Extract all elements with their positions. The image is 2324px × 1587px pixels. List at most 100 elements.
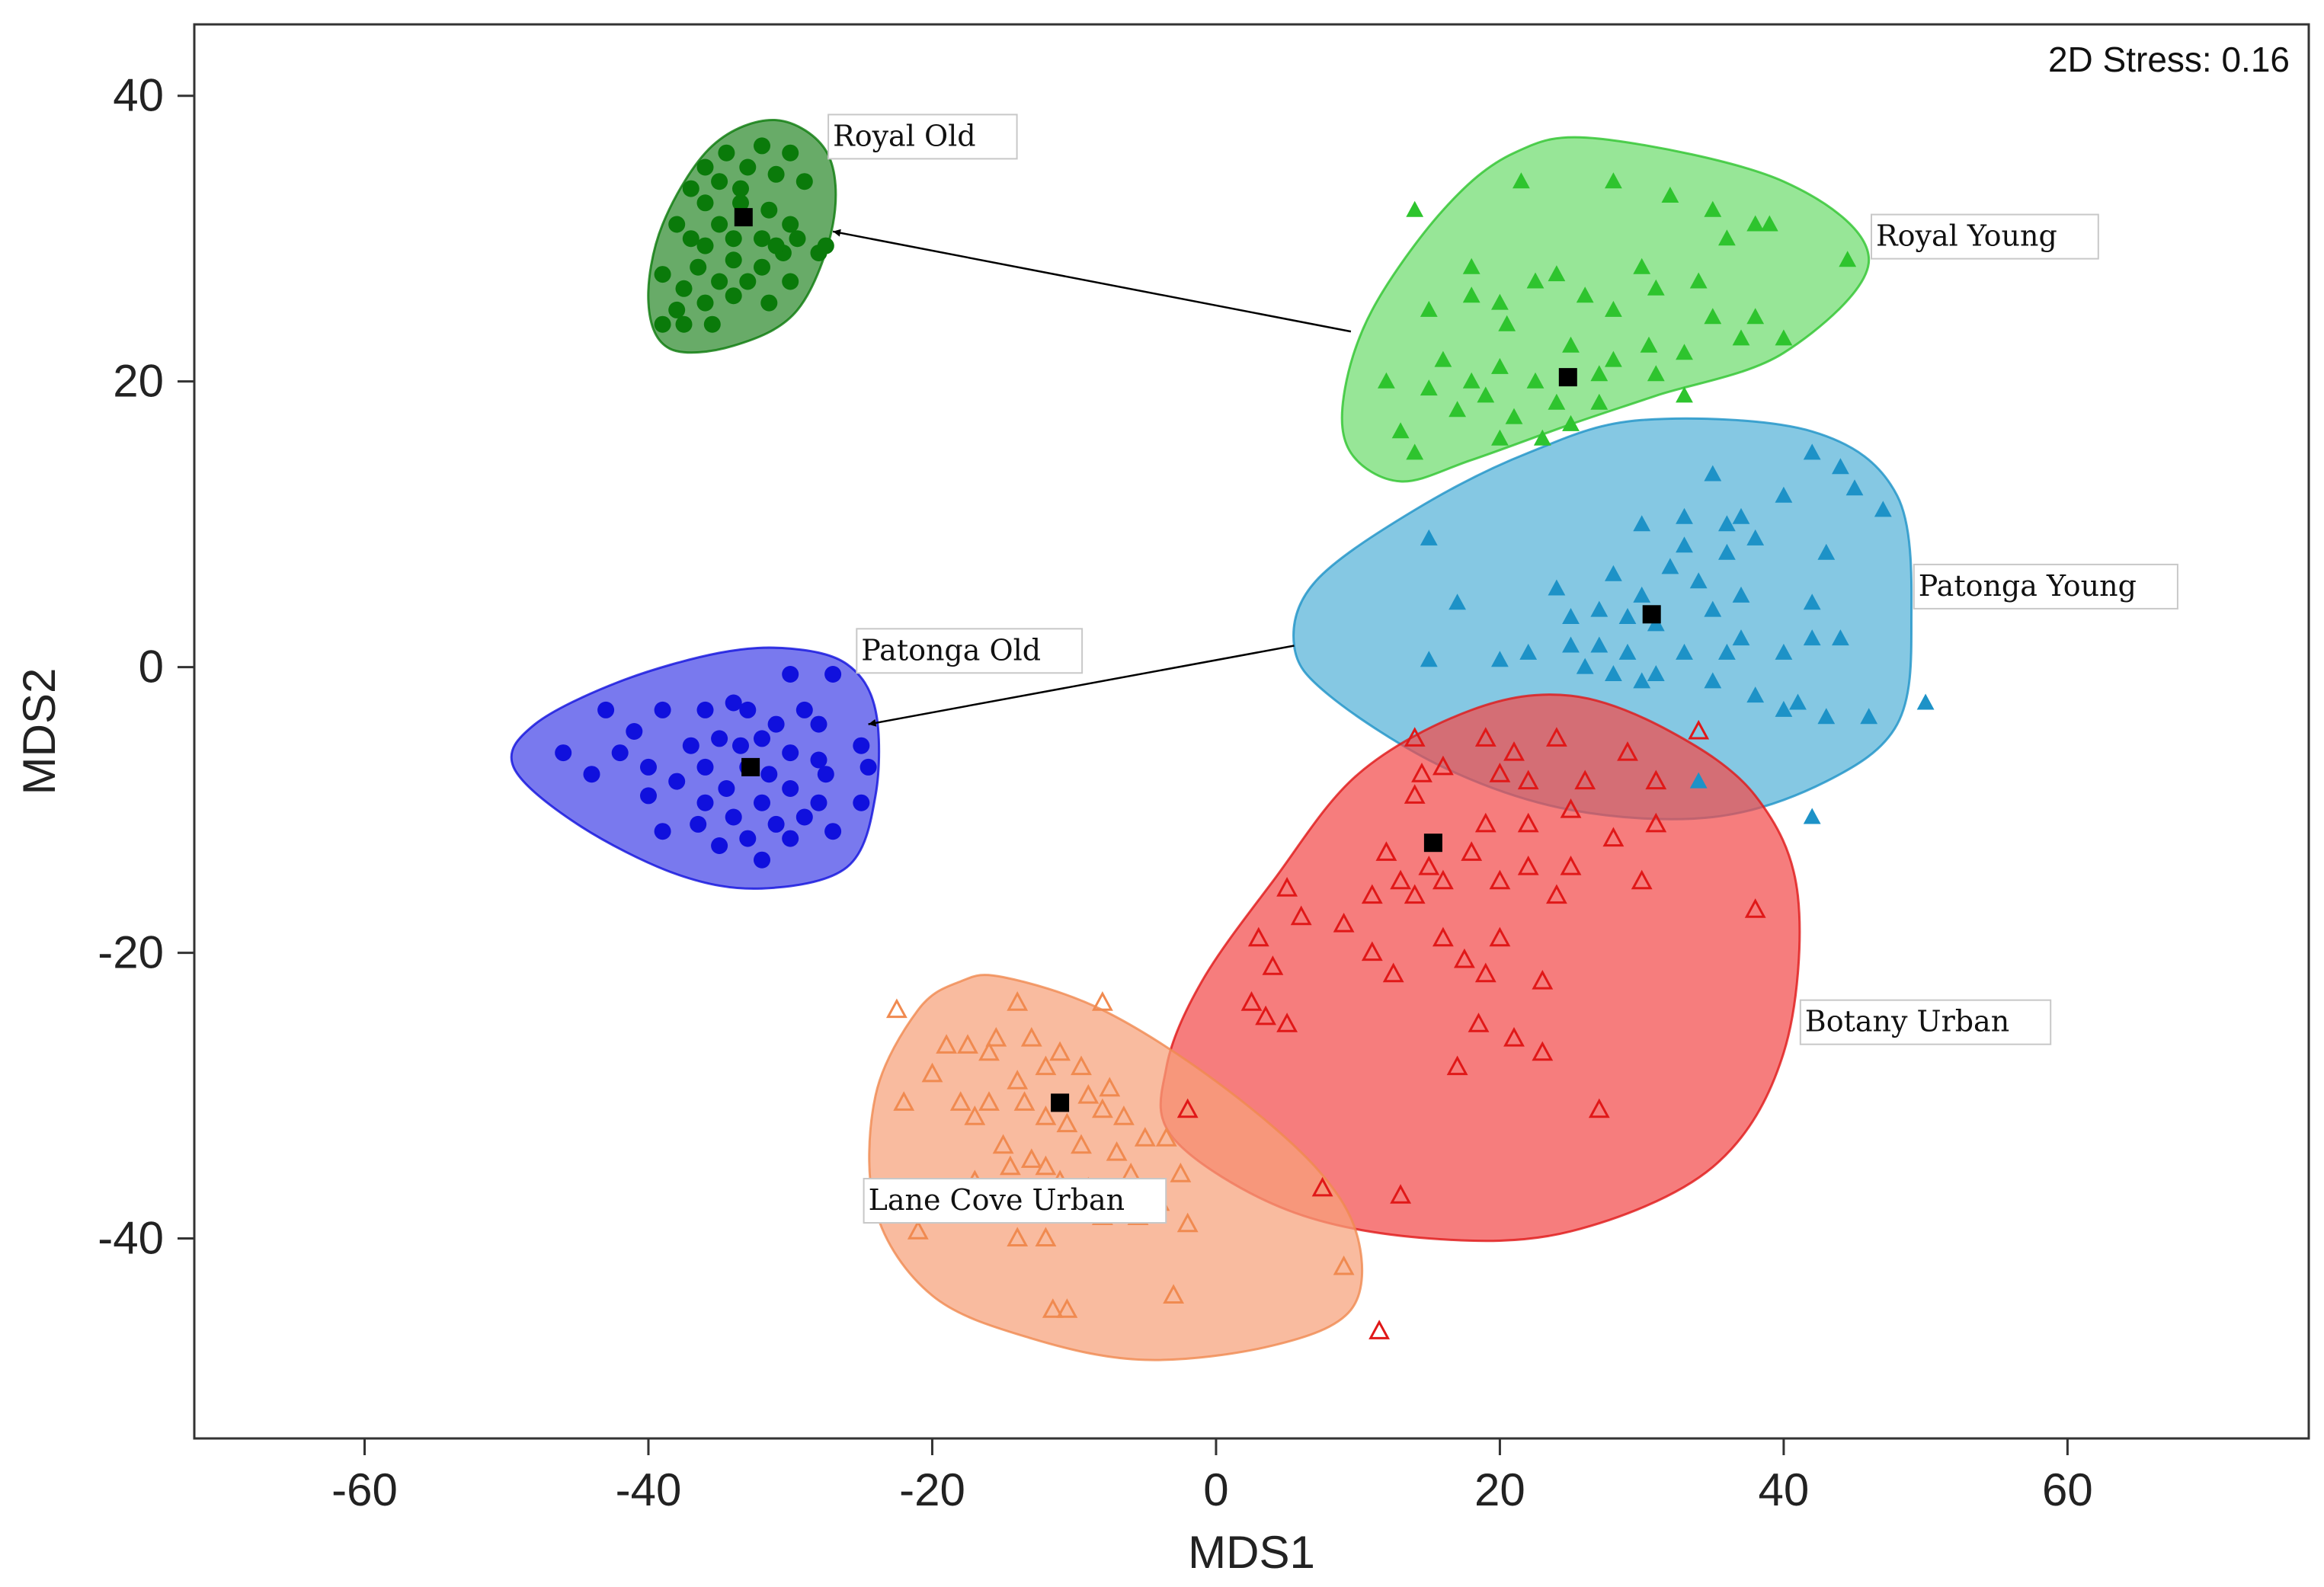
point-lane-cove-urban-10 [1071, 1055, 1092, 1076]
point-royal-old-12 [668, 216, 686, 233]
point-patonga-old-3 [739, 701, 757, 718]
point-lane-cove-urban-16 [978, 1091, 1000, 1111]
point-lane-cove-urban-47 [1042, 1298, 1064, 1318]
point-patonga-young-46 [1817, 708, 1836, 725]
point-botany-urban-36 [1489, 926, 1511, 947]
point-patonga-young-37 [1775, 643, 1793, 660]
point-royal-old-22 [690, 258, 707, 276]
point-royal-old-5 [767, 165, 785, 183]
point-royal-old-25 [739, 273, 757, 290]
x-tick-label-5: 40 [1759, 1464, 1810, 1515]
point-lane-cove-urban-15 [949, 1091, 972, 1111]
point-royal-old-3 [696, 158, 714, 176]
point-patonga-young-17 [1689, 572, 1708, 589]
point-patonga-young-41 [1647, 665, 1665, 681]
data-points [555, 137, 1935, 1339]
point-lane-cove-urban-36 [1170, 1163, 1192, 1182]
point-royal-young-29 [1491, 357, 1509, 374]
point-patonga-young-7 [1718, 515, 1736, 532]
point-lane-cove-urban-26 [992, 1134, 1014, 1154]
point-botany-urban-43 [1240, 991, 1263, 1011]
point-patonga-young-1 [1832, 458, 1849, 475]
point-botany-urban-45 [1468, 1013, 1490, 1032]
point-patonga-young-36 [1718, 643, 1736, 660]
x-tick-label-2: -20 [899, 1464, 965, 1515]
point-patonga-young-44 [1746, 686, 1765, 703]
point-patonga-old-11 [754, 730, 770, 747]
point-botany-urban-47 [1255, 1005, 1277, 1025]
point-royal-old-24 [654, 266, 671, 283]
hull-lane-cove-urban [868, 974, 1364, 1361]
label-box-patonga-old [856, 628, 1084, 674]
point-royal-young-8 [1462, 258, 1481, 274]
point-royal-old-11 [760, 201, 778, 219]
x-axis-label: MDS1 [1188, 1527, 1315, 1578]
point-patonga-old-36 [795, 808, 813, 826]
point-patonga-young-30 [1832, 629, 1849, 646]
point-patonga-young-47 [1860, 708, 1878, 725]
label-text-botany-urban: Botany Urban [1805, 1005, 2009, 1038]
point-patonga-young-45 [1789, 693, 1807, 710]
label-box-royal-old [827, 114, 1018, 160]
point-royal-old-1 [718, 144, 735, 162]
arrow-royal-young-to-royal-old [832, 229, 1352, 333]
point-patonga-old-33 [853, 794, 870, 811]
point-botany-urban-18 [1375, 841, 1397, 861]
point-royal-young-23 [1732, 329, 1750, 346]
centroid-lane-cove-urban [1051, 1093, 1070, 1112]
point-botany-urban-19 [1461, 841, 1483, 861]
point-lane-cove-urban-19 [1091, 1098, 1113, 1118]
point-patonga-old-10 [626, 723, 643, 740]
point-royal-old-36 [789, 230, 806, 248]
point-patonga-young-8 [1732, 507, 1750, 524]
point-royal-old-29 [725, 287, 742, 305]
point-royal-old-7 [682, 180, 699, 197]
point-patonga-young-40 [1576, 658, 1594, 674]
y-axis: -40 -20 0 20 40 [98, 70, 194, 1264]
point-patonga-old-15 [853, 737, 870, 754]
point-patonga-young-39 [1491, 651, 1509, 667]
hull-royal-young [1340, 136, 1871, 483]
point-patonga-young-33 [1519, 643, 1538, 660]
point-royal-young-21 [1746, 308, 1765, 325]
point-lane-cove-urban-25 [1155, 1127, 1177, 1147]
label-box-patonga-young [1913, 563, 2178, 610]
point-patonga-old-29 [782, 780, 799, 797]
point-royal-young-38 [1548, 393, 1566, 410]
point-botany-urban-35 [1432, 926, 1454, 947]
point-botany-urban-10 [1574, 770, 1596, 790]
point-royal-young-37 [1477, 386, 1495, 403]
hull-botany-urban [1159, 693, 1801, 1243]
point-royal-young-13 [1576, 286, 1594, 303]
point-botany-urban-40 [1382, 962, 1404, 983]
point-patonga-old-18 [782, 744, 799, 762]
point-patonga-young-16 [1605, 565, 1622, 581]
point-lane-cove-urban-3 [985, 1026, 1007, 1047]
point-patonga-old-39 [654, 823, 671, 840]
point-lane-cove-urban-28 [1071, 1134, 1092, 1154]
point-patonga-old-34 [640, 787, 657, 805]
point-patonga-old-8 [810, 715, 827, 733]
point-botany-urban-20 [1418, 855, 1440, 875]
point-botany-urban-34 [1247, 926, 1269, 947]
point-patonga-old-5 [654, 701, 671, 718]
point-lane-cove-urban-2 [1091, 991, 1113, 1011]
point-lane-cove-urban-11 [921, 1062, 943, 1083]
point-patonga-young-29 [1803, 629, 1821, 646]
point-botany-urban-54 [1368, 1320, 1391, 1339]
point-botany-urban-33 [1744, 898, 1766, 918]
stress-label: 2D Stress: 0.16 [2048, 40, 2290, 79]
y-axis-label: MDS2 [14, 668, 65, 795]
point-patonga-old-17 [555, 744, 572, 762]
point-lane-cove-urban-17 [1013, 1091, 1036, 1111]
point-lane-cove-urban-20 [1112, 1105, 1135, 1125]
point-patonga-young-11 [1676, 536, 1693, 553]
point-royal-young-14 [1462, 286, 1481, 303]
point-royal-old-28 [782, 273, 799, 290]
point-botany-urban-7 [1411, 763, 1432, 782]
point-royal-young-41 [1448, 401, 1466, 418]
point-botany-urban-17 [1602, 827, 1625, 847]
point-royal-old-2 [782, 144, 799, 162]
label-botany-urban: Botany Urban [1799, 999, 2052, 1045]
point-botany-urban-5 [1617, 741, 1638, 761]
